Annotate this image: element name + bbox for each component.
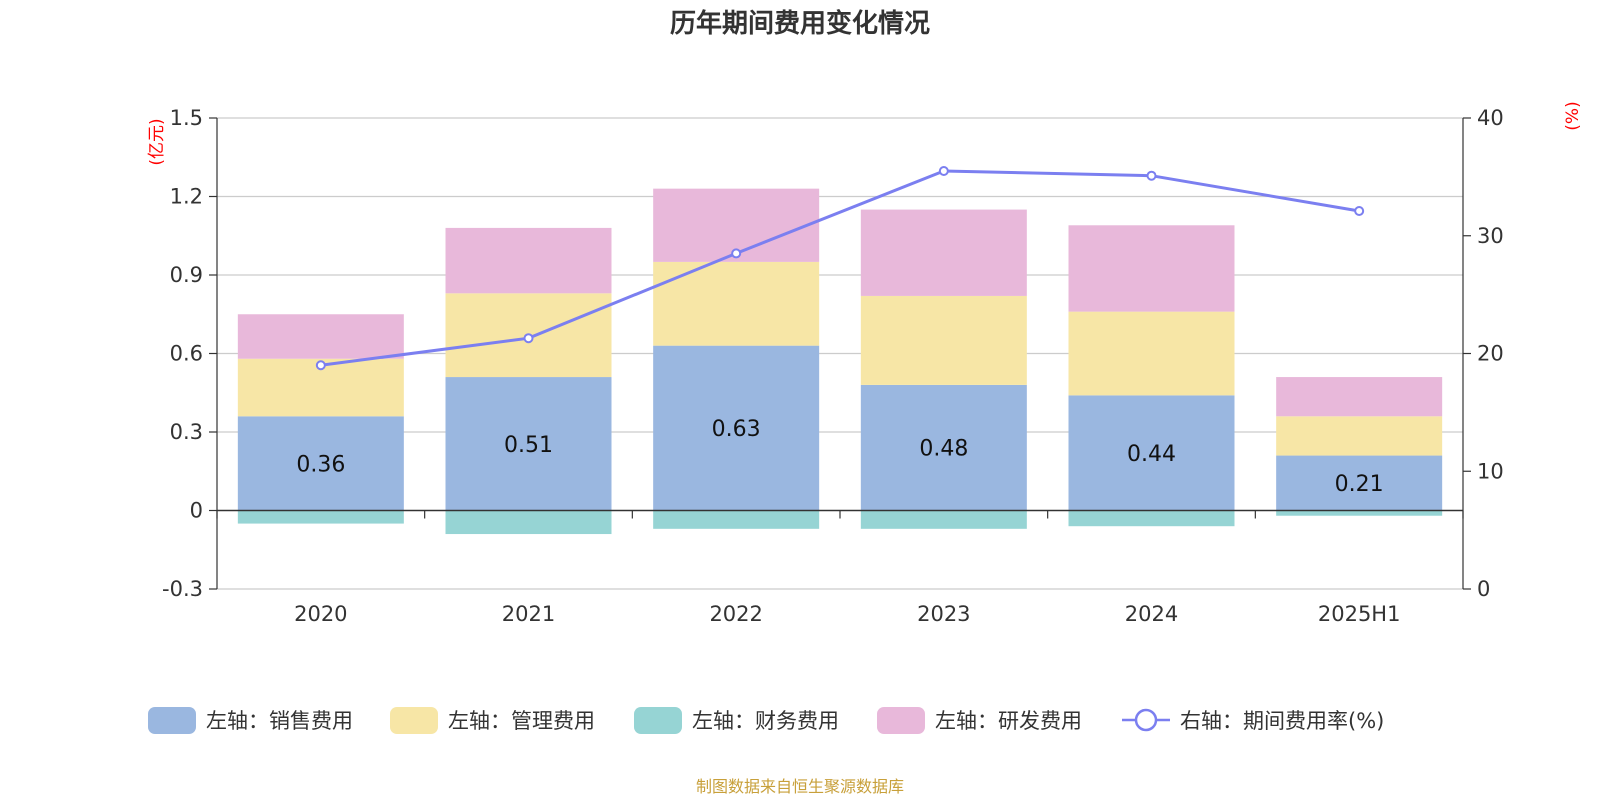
right-axis-tick-label: 30: [1477, 224, 1504, 248]
bar-segment: [237, 314, 404, 359]
data-label: 0.21: [1335, 472, 1384, 497]
x-axis-tick-label: 2024: [1125, 602, 1178, 626]
data-label: 0.51: [504, 433, 553, 458]
rate-line-series: [315, 165, 1365, 371]
source-note: 制图数据来自恒生聚源数据库: [696, 777, 904, 796]
left-axis-tick-label: 1.2: [170, 185, 203, 209]
legend-label: 左轴：研发费用: [935, 709, 1082, 733]
x-axis-tick-label: 2025H1: [1318, 602, 1401, 626]
legend-label: 右轴：期间费用率(%): [1180, 709, 1384, 733]
legend-swatch: [148, 707, 196, 734]
data-label: 0.48: [919, 437, 968, 462]
data-label: 0.44: [1127, 442, 1176, 467]
bar-segment: [1276, 455, 1443, 511]
legend-swatch: [877, 707, 925, 734]
right-axis-unit: (%): [1563, 101, 1583, 130]
bar-segment: [445, 227, 612, 294]
left-axis-tick-label: 0.3: [170, 420, 203, 444]
rate-line: [320, 169, 1360, 367]
bar-series: [237, 188, 1443, 535]
bar-segment: [445, 377, 612, 511]
legend-label: 左轴：管理费用: [448, 709, 595, 733]
legend-marker-swatch: [1134, 708, 1158, 732]
bar-segment: [860, 295, 1027, 385]
grid-lines: [217, 117, 1463, 590]
legend-label: 左轴：财务费用: [692, 709, 839, 733]
x-axis-tick-label: 2023: [917, 602, 970, 626]
x-axis-tick-label: 2022: [709, 602, 762, 626]
bar-segment: [237, 416, 404, 511]
bar-segment: [237, 510, 404, 524]
bar-segment: [445, 510, 612, 535]
legend: 左轴：销售费用 左轴：管理费用 左轴：财务费用 左轴：研发费用 右轴：期间费用率(%): [148, 707, 1384, 734]
bar-segment: [1068, 225, 1235, 312]
bar-segment: [653, 510, 820, 529]
bar-segment: [1068, 510, 1235, 527]
bar-segment: [1276, 416, 1443, 456]
data-labels: 0.36 0.51 0.63 0.48 0.44 0.21: [296, 417, 1383, 497]
data-label: 0.63: [712, 417, 761, 442]
bar-segment: [1068, 311, 1235, 396]
bar-segment: [860, 510, 1027, 529]
bar-segment: [653, 345, 820, 511]
bar-segment: [860, 209, 1027, 296]
rate-point: [731, 248, 742, 259]
rate-point: [1146, 170, 1157, 181]
left-axis-tick-label: 1.5: [170, 106, 203, 130]
bar-segment: [1276, 510, 1443, 516]
rate-point: [938, 165, 949, 176]
rate-point: [315, 360, 326, 371]
left-axis-tick-label: 0: [190, 499, 203, 523]
axes: -0.3 0 0.3 0.6 0.9 1.2 1.5 0 10 20 30 40 (亿元) (%) 2020…: [147, 101, 1583, 626]
data-label: 0.36: [296, 452, 345, 477]
right-axis-tick-label: 40: [1477, 106, 1504, 130]
left-axis-unit: (亿元): [147, 118, 167, 165]
legend-swatch: [390, 707, 438, 734]
chart-title: 历年期间费用变化情况: [670, 8, 930, 39]
right-axis-tick-label: 20: [1477, 342, 1504, 366]
left-axis-tick-label: -0.3: [162, 577, 203, 601]
x-axis-tick-label: 2020: [294, 602, 347, 626]
bar-segment: [1276, 377, 1443, 417]
left-axis-tick-label: 0.6: [170, 342, 203, 366]
legend-label: 左轴：销售费用: [206, 709, 353, 733]
x-axis-tick-label: 2021: [502, 602, 555, 626]
right-axis-tick-label: 10: [1477, 459, 1504, 483]
bar-segment: [653, 261, 820, 346]
rate-point: [523, 333, 534, 344]
rate-point: [1354, 206, 1365, 217]
bar-segment: [860, 384, 1027, 511]
bar-segment: [1068, 395, 1235, 511]
legend-swatch: [634, 707, 682, 734]
left-axis-tick-label: 0.9: [170, 263, 203, 287]
right-axis-tick-label: 0: [1477, 577, 1490, 601]
